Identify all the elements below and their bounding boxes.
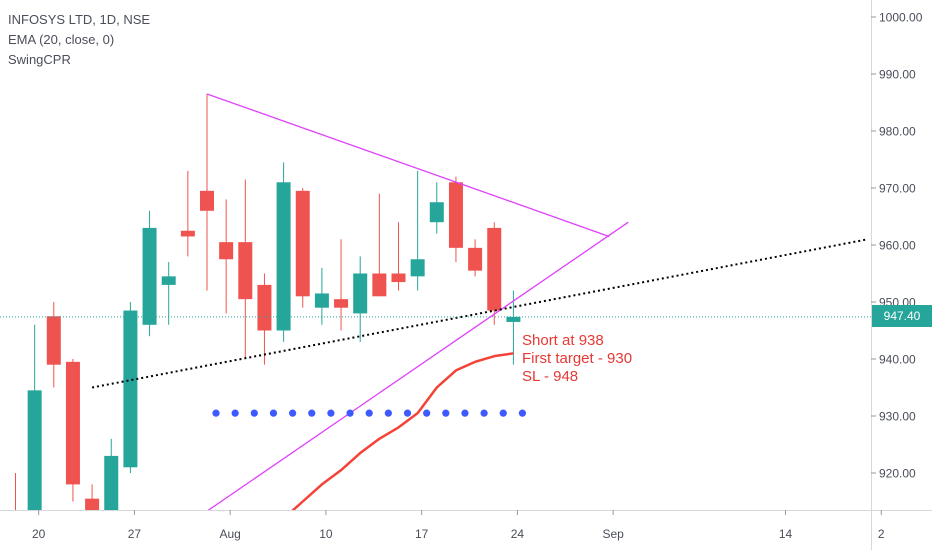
trendline-upper bbox=[206, 93, 610, 238]
candle-body bbox=[506, 316, 521, 322]
overlays-layer bbox=[0, 93, 871, 510]
candle-body bbox=[353, 273, 368, 314]
y-tick-label: 960.00 bbox=[879, 239, 916, 253]
candle-body bbox=[161, 276, 176, 285]
y-tick-label: 1000.00 bbox=[879, 11, 923, 25]
cpr-dot bbox=[518, 409, 527, 417]
cpr-dot bbox=[403, 409, 412, 417]
y-tick-label: 920.00 bbox=[879, 467, 916, 481]
x-tick-label: 24 bbox=[511, 527, 525, 541]
candle-body bbox=[334, 299, 349, 308]
trendline-lower bbox=[207, 221, 629, 510]
candle-body bbox=[391, 273, 406, 283]
cpr-dot bbox=[499, 409, 507, 417]
cpr-dot bbox=[423, 409, 431, 417]
candle-body bbox=[46, 316, 61, 365]
x-tick-label: Aug bbox=[219, 527, 240, 541]
candle-body bbox=[27, 390, 42, 510]
x-tick-label: 14 bbox=[779, 527, 793, 541]
candle-body bbox=[123, 310, 138, 468]
x-tick-label: 20 bbox=[32, 527, 46, 541]
candle-body bbox=[429, 202, 444, 223]
candles-layer bbox=[9, 93, 521, 550]
cpr-dot bbox=[231, 409, 239, 417]
cpr-dot bbox=[442, 409, 450, 417]
candle-body bbox=[238, 242, 253, 300]
y-tick-label: 980.00 bbox=[879, 125, 916, 139]
candle-body bbox=[104, 455, 119, 510]
trade-annotation: Short at 938 First target - 930 SL - 948 bbox=[522, 332, 632, 386]
cpr-dot bbox=[269, 409, 278, 417]
annotation-stoploss: SL - 948 bbox=[522, 368, 579, 385]
cpr-dot bbox=[212, 409, 220, 417]
candle-body bbox=[487, 227, 502, 311]
x-tick-label: Sep bbox=[602, 527, 624, 541]
y-tick-label: 940.00 bbox=[879, 353, 916, 367]
cpr-dot bbox=[327, 409, 335, 417]
annotation-entry: Short at 938 bbox=[522, 332, 604, 349]
candle-body bbox=[410, 259, 425, 277]
candle-body bbox=[448, 182, 463, 248]
y-tick-label: 990.00 bbox=[879, 68, 916, 82]
x-tick-label: 17 bbox=[415, 527, 429, 541]
candle-body bbox=[200, 190, 214, 211]
candle-body bbox=[372, 273, 387, 297]
x-tick-label: 2 bbox=[878, 527, 885, 541]
candle-body bbox=[219, 242, 234, 260]
x-tick-label: 10 bbox=[319, 527, 333, 541]
cpr-dot bbox=[480, 409, 488, 417]
candle-body bbox=[257, 284, 272, 331]
symbol-title[interactable]: INFOSYS LTD, 1D, NSE bbox=[8, 12, 151, 27]
trendline-dotted bbox=[91, 238, 868, 389]
cpr-dot bbox=[384, 409, 392, 417]
cpr-dot bbox=[308, 409, 316, 417]
cpr-dot bbox=[346, 409, 354, 417]
cpr-dot bbox=[289, 409, 297, 417]
candle-body bbox=[9, 519, 23, 550]
swingcpr-indicator-label[interactable]: SwingCPR bbox=[8, 52, 71, 67]
candle-body bbox=[65, 361, 80, 485]
candle-body bbox=[142, 227, 157, 325]
annotation-target: First target - 930 bbox=[522, 350, 633, 367]
ema-line bbox=[291, 352, 514, 510]
candle-body bbox=[180, 230, 195, 237]
candle-body bbox=[276, 182, 291, 331]
y-tick-label: 970.00 bbox=[879, 182, 916, 196]
candle-body bbox=[468, 247, 483, 271]
ema-indicator-label[interactable]: EMA (20, close, 0) bbox=[8, 32, 115, 47]
candle-body bbox=[85, 498, 100, 510]
cpr-dot bbox=[461, 409, 469, 417]
y-tick-label: 930.00 bbox=[879, 410, 916, 424]
x-tick-label: 27 bbox=[128, 527, 142, 541]
cpr-dot bbox=[250, 409, 258, 417]
candle-body bbox=[295, 190, 310, 297]
chart-legend: INFOSYS LTD, 1D, NSE EMA (20, close, 0) … bbox=[8, 10, 150, 70]
last-price-tag: 947.40 bbox=[872, 305, 932, 327]
candle-body bbox=[314, 293, 329, 308]
cpr-dot bbox=[365, 409, 373, 417]
